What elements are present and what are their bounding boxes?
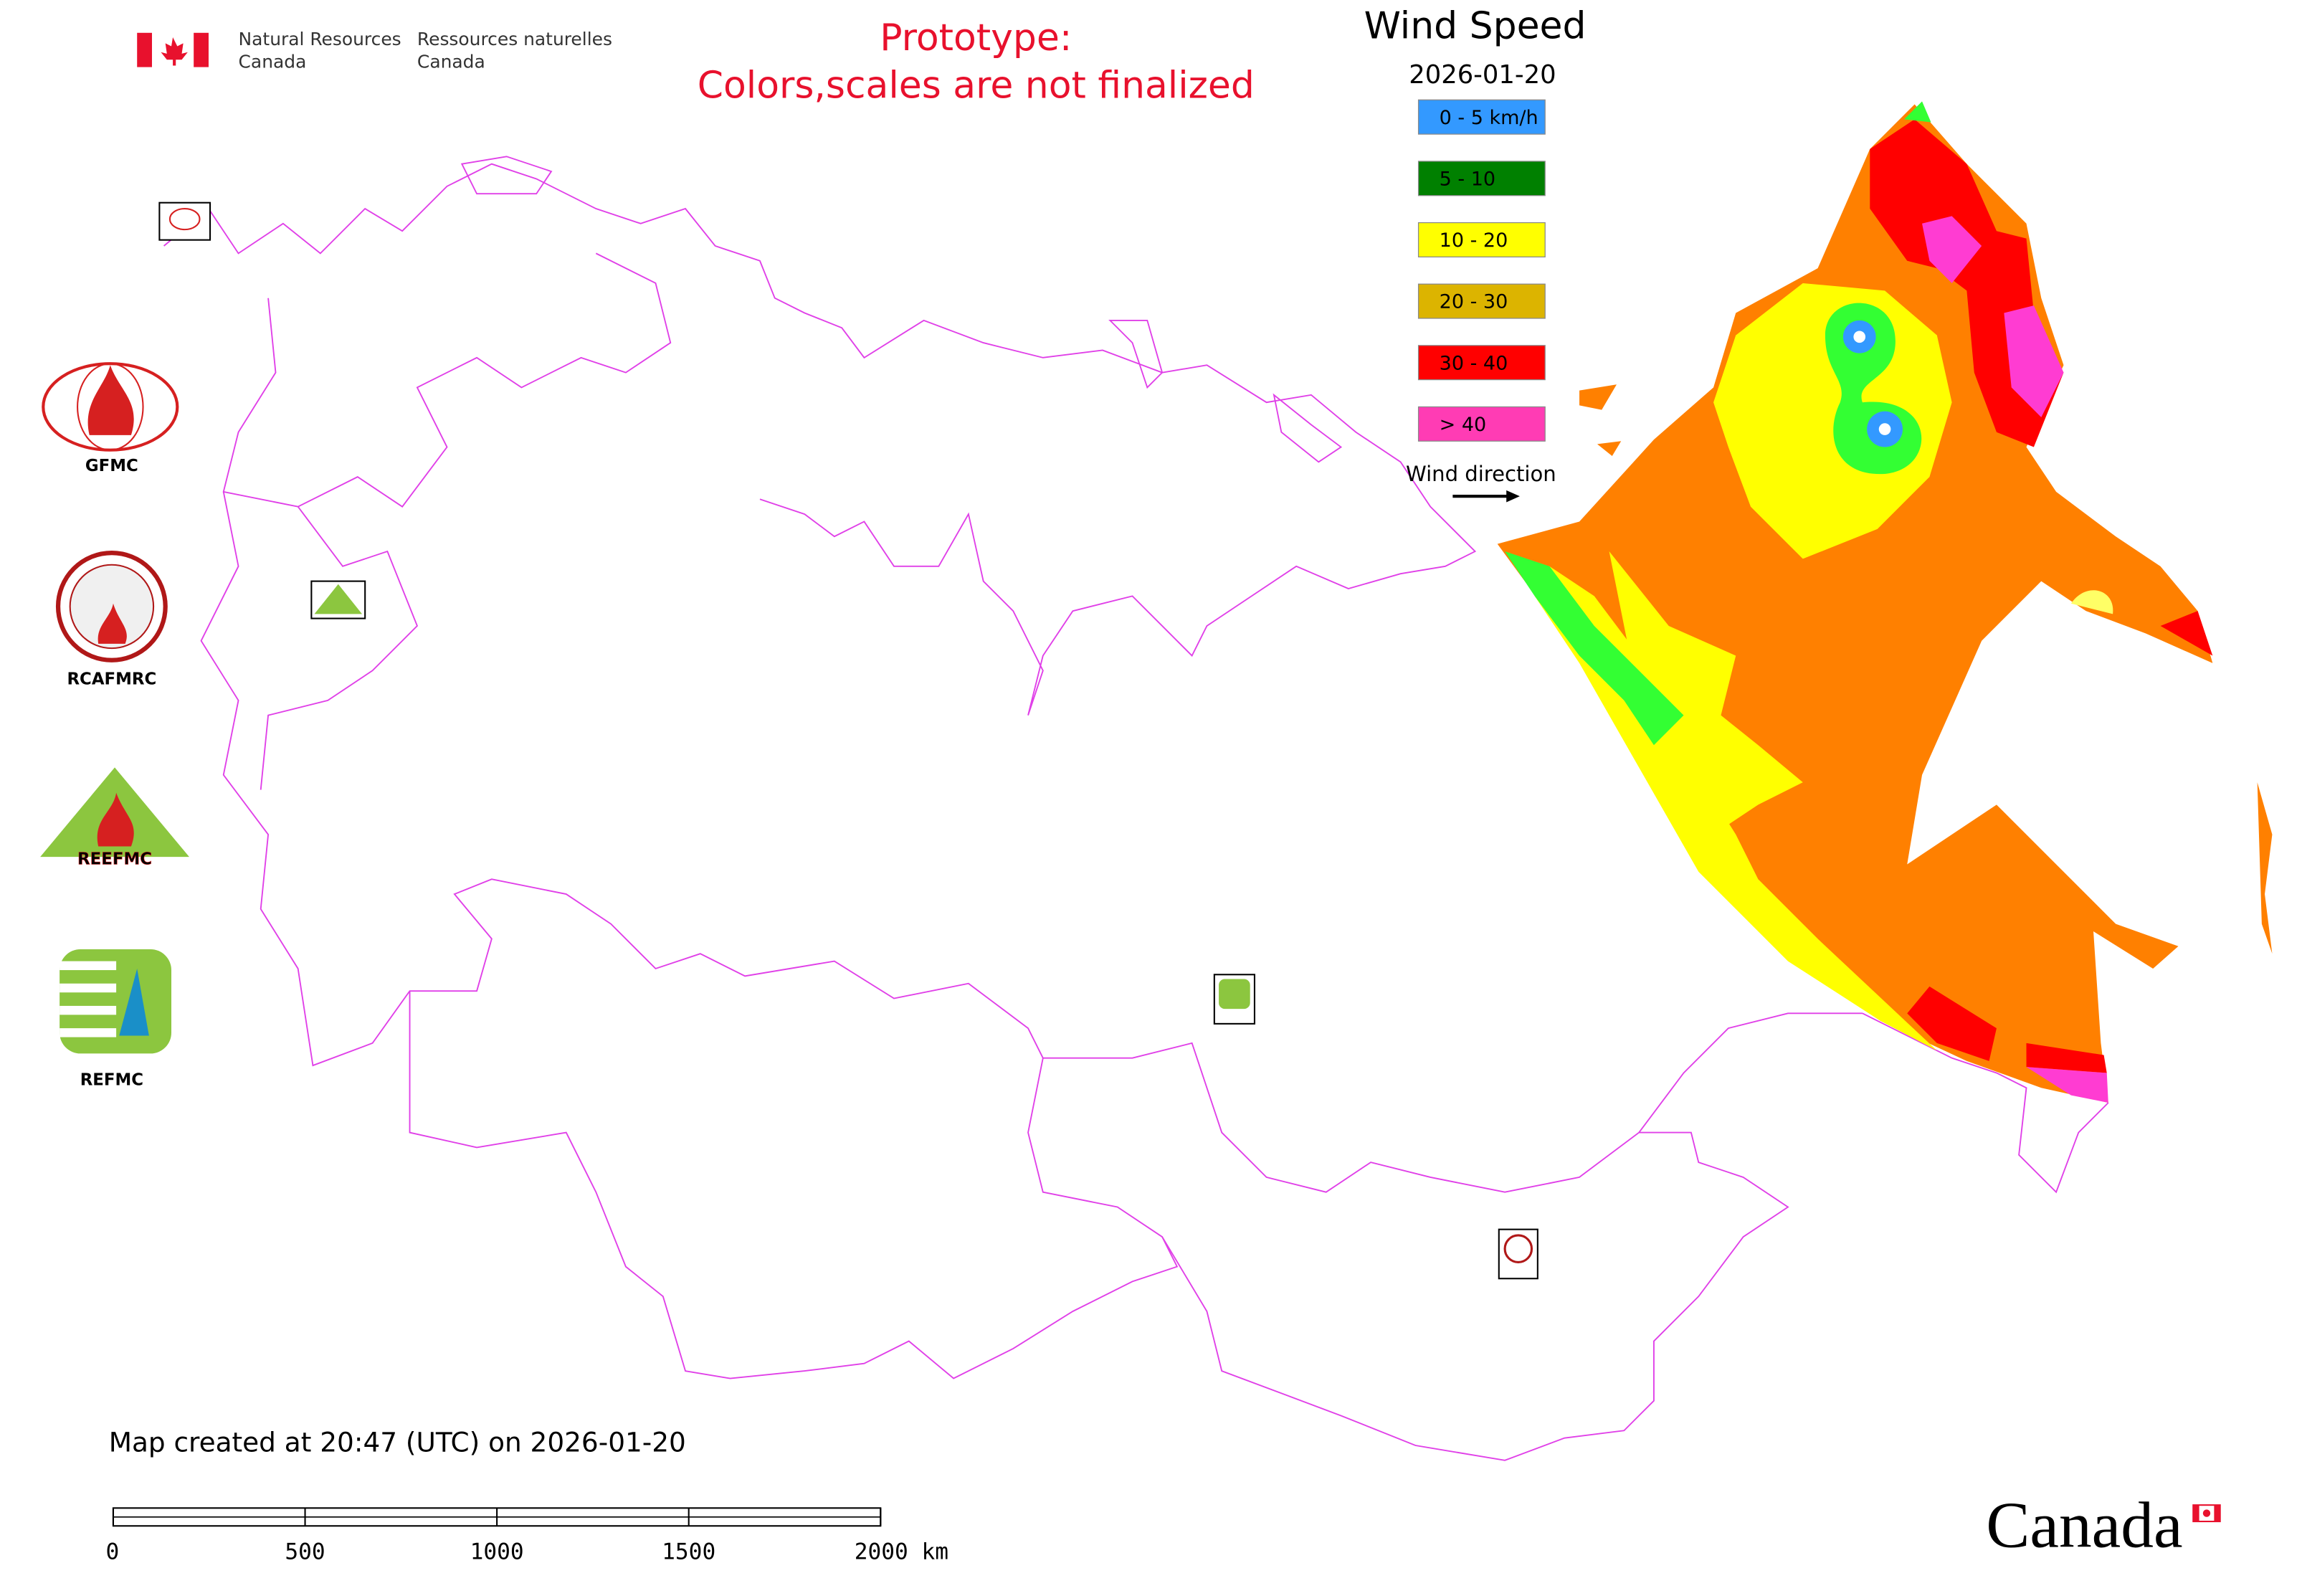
border xyxy=(222,252,672,508)
center-marker-icon xyxy=(1503,1234,1533,1263)
agency-en: Canada xyxy=(239,51,307,72)
logo-stripe xyxy=(60,983,117,993)
logo-label: RCAFMRC xyxy=(67,670,156,688)
scale-label: 0 xyxy=(106,1539,120,1565)
wordmark-leaf xyxy=(2202,1509,2211,1517)
legend-label: 30 - 40 xyxy=(1440,352,1508,374)
wind-zone xyxy=(1907,986,1997,1061)
border xyxy=(260,506,419,790)
notice: Colors,scales are not finalized xyxy=(698,65,1255,108)
country-outlines xyxy=(163,156,2109,1461)
logo-globe xyxy=(77,363,144,451)
wordmark: Canada xyxy=(1986,1489,2182,1562)
logo-stripe xyxy=(60,961,117,971)
wind-zone xyxy=(2004,305,2064,417)
island xyxy=(1108,319,1164,389)
legend-swatch xyxy=(1417,283,1546,319)
reefmc-logo: REEFMC xyxy=(40,767,189,869)
flag-bar xyxy=(194,32,209,67)
gfmc-logo: GFMC xyxy=(42,362,179,475)
legend-date: 2026-01-20 xyxy=(1409,60,1556,90)
center-marker-icon xyxy=(314,584,363,614)
legend-label: > 40 xyxy=(1440,414,1487,436)
nrcan-signature: Natural Resources Canada Ressources natu… xyxy=(137,29,612,72)
created-note: Map created at 20:47 (UTC) on 2026-01-20 xyxy=(109,1426,686,1458)
center-marker-icon xyxy=(1219,979,1250,1010)
legend-label: 20 - 30 xyxy=(1440,291,1508,313)
border xyxy=(409,991,1179,1379)
legend: 0 - 5 km/h 5 - 10 10 - 20 20 - 30 30 - 40 > 4… xyxy=(1417,99,1546,442)
border xyxy=(200,491,1863,1193)
logo-flame xyxy=(97,792,134,847)
legend-label: 10 - 20 xyxy=(1440,229,1508,252)
scale-label: 1000 xyxy=(470,1539,524,1565)
island xyxy=(2257,782,2273,954)
wind-zone xyxy=(1904,101,1931,123)
rcafmrc-logo: RCAFMRC xyxy=(55,550,168,688)
canada-wordmark: Canada xyxy=(1986,1489,2221,1562)
logo-ring xyxy=(69,564,155,650)
border xyxy=(1862,1012,2109,1194)
wind-zone xyxy=(1609,551,1803,835)
legend-swatch xyxy=(1417,406,1546,442)
notice: Prototype: xyxy=(880,16,1072,60)
wind-field xyxy=(1497,101,2273,1103)
scale-label: 2000 km xyxy=(855,1539,948,1565)
logo-label: REEFMC xyxy=(77,850,152,869)
calm-core xyxy=(1878,423,1891,435)
wind-zone xyxy=(1922,216,1982,283)
legend-swatch xyxy=(1417,222,1546,257)
wind-zone xyxy=(2026,1067,2108,1103)
coastline xyxy=(163,163,1477,716)
wind-zone xyxy=(1505,551,1684,746)
island xyxy=(1273,393,1343,463)
legend-swatch xyxy=(1417,99,1546,135)
logo-label: GFMC xyxy=(85,457,138,475)
calm-core xyxy=(1853,331,1866,343)
agency-fr: Canada xyxy=(417,51,485,72)
legend-label: 5 - 10 xyxy=(1440,168,1495,190)
legend-label: 0 - 5 km/h xyxy=(1440,107,1538,129)
maple-leaf xyxy=(161,37,188,66)
scale-label: 500 xyxy=(285,1539,325,1565)
island xyxy=(1579,384,1617,410)
direction-label: Wind direction xyxy=(1406,462,1556,486)
flag-bar xyxy=(137,32,152,67)
agency-en: Natural Resources xyxy=(239,29,401,49)
refmc-logo: REFMC xyxy=(60,949,172,1089)
wordmark-flag-bar xyxy=(2214,1505,2220,1522)
logo-stripe xyxy=(60,1005,117,1015)
wind-zone xyxy=(2026,1042,2107,1073)
legend-swatch xyxy=(1417,161,1546,196)
agency-fr: Ressources naturelles xyxy=(417,29,612,49)
legend-swatch xyxy=(1417,345,1546,381)
wordmark-flag-bar xyxy=(2193,1505,2199,1522)
island xyxy=(460,156,553,195)
wind-zone xyxy=(2160,611,2213,656)
logo-flame xyxy=(87,365,134,435)
border xyxy=(1161,1131,1789,1461)
logo-label: REFMC xyxy=(80,1070,143,1089)
direction-arrowhead xyxy=(1506,490,1520,503)
scale-label: 1500 xyxy=(662,1539,715,1565)
scale-bar: 0 500 1000 1500 2000 km xyxy=(106,1507,948,1565)
legend-title: Wind Speed xyxy=(1364,5,1587,48)
center-marker-icon xyxy=(168,207,201,231)
wind-zone xyxy=(2070,590,2113,614)
logo-stripe xyxy=(60,1028,117,1037)
island xyxy=(1597,441,1622,457)
logo-flame xyxy=(97,603,127,644)
logo-tree xyxy=(119,968,149,1036)
